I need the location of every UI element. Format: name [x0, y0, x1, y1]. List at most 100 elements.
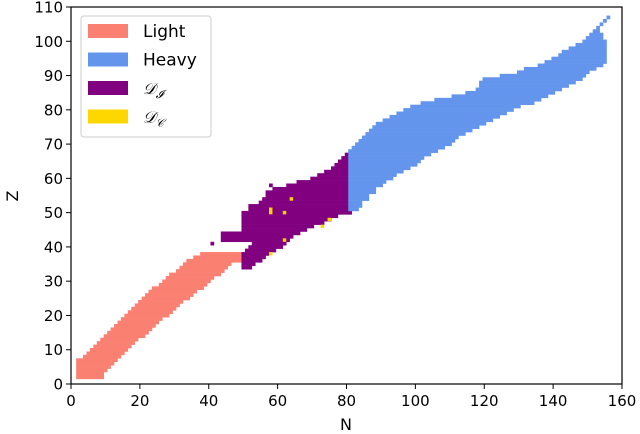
cell-row	[523, 66, 597, 71]
cell-row	[582, 39, 607, 44]
cell-row	[403, 108, 514, 112]
cell-row	[551, 56, 607, 61]
cell-row	[145, 293, 194, 297]
x-axis-label: N	[340, 415, 352, 434]
cell-row	[348, 207, 359, 212]
legend-label-light: Light	[143, 22, 186, 42]
cell-row	[241, 214, 339, 219]
cell-row	[89, 348, 129, 352]
cell-row	[241, 262, 256, 267]
cell-row	[241, 217, 332, 222]
legend-box	[80, 15, 212, 138]
cell-row	[244, 248, 277, 253]
cell-row	[575, 42, 607, 47]
cell-row	[420, 101, 535, 105]
cell-row	[561, 49, 607, 54]
cell-row	[107, 330, 149, 335]
cell-row	[341, 156, 349, 160]
cell-row	[138, 300, 184, 304]
cell-row	[162, 279, 211, 284]
cell-row	[220, 231, 301, 236]
cell-row	[355, 142, 452, 147]
x-tick-label: 160	[608, 392, 637, 410]
cell-row	[241, 224, 315, 229]
legend-swatch-heavy	[88, 52, 128, 67]
x-tick-label: 100	[401, 392, 430, 410]
legend-swatch-dc	[88, 109, 128, 124]
cell-row	[179, 265, 228, 270]
cell-row	[76, 358, 118, 363]
cell-row	[110, 327, 153, 332]
cell-row	[348, 204, 363, 208]
cell-row	[151, 286, 204, 291]
cell-row	[248, 245, 284, 249]
cell-row	[141, 296, 191, 301]
cell	[320, 224, 325, 229]
cell-row	[310, 176, 349, 181]
series-d-i	[210, 152, 352, 270]
y-tick-label: 60	[44, 170, 63, 188]
x-tick-label: 40	[199, 392, 218, 410]
cell-row	[361, 135, 459, 140]
cell-row	[176, 269, 225, 273]
cell-row	[296, 180, 349, 184]
cell-row	[100, 337, 139, 342]
cell-row	[165, 276, 215, 280]
cell-row	[348, 176, 394, 181]
cell-row	[248, 207, 352, 212]
cell-row	[348, 162, 418, 167]
cell-row	[589, 32, 604, 37]
cell-row	[337, 159, 349, 164]
x-tick-label: 140	[539, 392, 568, 410]
cell-row	[265, 193, 349, 198]
cell-row	[348, 193, 370, 198]
cell-row	[599, 22, 604, 27]
cell-row	[558, 53, 607, 57]
cell-row	[479, 84, 569, 88]
cell-row	[86, 351, 125, 356]
cell-row	[603, 18, 607, 23]
cell-row	[241, 265, 253, 270]
y-tick-label: 10	[44, 341, 63, 359]
cell-row	[220, 238, 290, 243]
cell-row	[241, 255, 266, 260]
cell-row	[241, 258, 263, 263]
cell-row	[120, 317, 163, 321]
cell-row	[114, 324, 156, 328]
cell-row	[131, 306, 177, 311]
cell-row	[410, 104, 521, 109]
cell-row	[134, 303, 180, 308]
cell-row	[596, 25, 600, 30]
cell-row	[375, 121, 487, 126]
cell-row	[382, 118, 494, 123]
y-tick-label: 20	[44, 307, 63, 325]
cell-row	[348, 166, 411, 171]
cell-row	[169, 272, 222, 277]
cell-row	[475, 87, 563, 92]
cell-row	[272, 186, 349, 191]
cell-row	[499, 73, 587, 78]
cell-row	[124, 313, 170, 318]
cell-row	[365, 132, 466, 136]
cell-row	[516, 70, 590, 75]
cell-row	[348, 156, 425, 160]
cell-row	[93, 344, 132, 349]
cell-row	[262, 197, 349, 201]
cell-row	[568, 46, 607, 51]
cell-row	[286, 183, 349, 188]
cell-row	[200, 252, 242, 256]
cell-row	[76, 368, 108, 373]
cell-row	[592, 29, 600, 34]
y-tick-label: 80	[44, 101, 63, 119]
cell-row	[348, 149, 439, 153]
cell-row	[241, 221, 325, 225]
y-tick-label: 30	[44, 273, 63, 291]
cell-row	[389, 114, 501, 119]
cell-row	[241, 210, 352, 215]
cell-row	[76, 372, 105, 376]
x-axis: 0 20 40 60 80 100 120 140 160	[66, 384, 636, 410]
cell-row	[83, 354, 122, 359]
cell-row	[317, 173, 349, 177]
cell-row	[96, 341, 136, 345]
